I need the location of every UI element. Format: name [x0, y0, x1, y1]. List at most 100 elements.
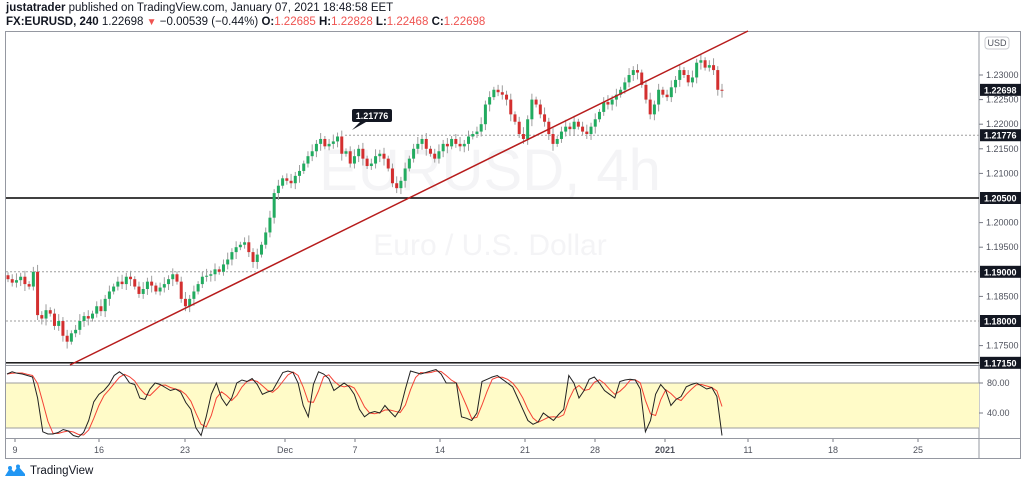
annotation-label: 1.21776 — [356, 111, 389, 121]
price-tick-label: 1.20000 — [986, 218, 1019, 228]
candle-up — [441, 143, 445, 152]
stoch-k-line — [6, 368, 723, 438]
close-label: C: — [431, 15, 444, 28]
candle-down — [247, 242, 251, 253]
candle-up — [319, 138, 323, 144]
candle-up — [344, 151, 348, 154]
last-price: 1.22698 — [101, 15, 144, 28]
candle-up — [699, 60, 703, 63]
watermark-description: Euro / U.S. Dollar — [373, 229, 606, 262]
candle-down — [534, 99, 538, 105]
candle-up — [82, 316, 86, 321]
price-change: −0.00539 (−0.44%) — [159, 15, 259, 28]
candle-down — [65, 335, 69, 342]
low-value: 1.22468 — [386, 15, 429, 28]
candle-up — [564, 126, 568, 132]
candle-up — [107, 291, 111, 299]
price-tick-label: 1.21000 — [986, 168, 1019, 178]
candle-up — [412, 148, 416, 159]
candle-up — [14, 280, 18, 283]
candle-up — [124, 276, 128, 285]
candle-down — [382, 153, 386, 159]
candle-down — [48, 310, 52, 314]
candle-down — [513, 114, 517, 122]
candle-up — [95, 306, 99, 314]
candle-up — [327, 143, 331, 147]
candle-down — [686, 75, 690, 83]
candle-up — [188, 298, 192, 307]
trendline — [69, 30, 749, 366]
time-tick-label: 14 — [435, 445, 445, 455]
candle-up — [213, 269, 217, 275]
candle-up — [200, 276, 204, 285]
candle-down — [716, 70, 720, 90]
candle-up — [462, 143, 466, 147]
candle-up — [399, 180, 403, 189]
candle-up — [695, 62, 699, 78]
candle-up — [475, 131, 479, 135]
tradingview-brand[interactable]: TradingView — [30, 464, 94, 477]
candle-down — [183, 298, 187, 307]
candle-up — [234, 247, 238, 253]
candle-down — [682, 70, 686, 75]
close-value: 1.22698 — [443, 15, 486, 28]
candle-up — [488, 97, 492, 105]
candle-up — [619, 89, 623, 95]
candle-down — [10, 279, 14, 283]
price-tick-label: 1.19500 — [986, 242, 1019, 252]
candle-down — [133, 279, 137, 287]
currency-label: USD — [987, 38, 1007, 48]
publisher-name[interactable]: justatrader — [6, 2, 66, 14]
candle-down — [636, 70, 640, 73]
candle-up — [602, 102, 606, 112]
candle-down — [217, 269, 221, 272]
candle-up — [310, 151, 314, 157]
candle-down — [606, 102, 610, 105]
price-label-horizontal-ray: 1.18000 — [984, 317, 1017, 327]
candle-down — [154, 285, 158, 292]
ohlc-line: FX:EURUSD, 240 1.22698 ▼ −0.00539 (−0.44… — [6, 16, 485, 30]
candle-up — [112, 286, 116, 292]
candle-up — [192, 291, 196, 299]
time-tick-label: 2021 — [655, 445, 675, 455]
time-tick-label: Dec — [277, 445, 294, 455]
candle-down — [361, 148, 365, 159]
candle-up — [420, 138, 424, 144]
candle-up — [374, 156, 378, 164]
candle-down — [6, 275, 10, 280]
stoch-d-line — [6, 370, 723, 436]
candle-up — [555, 138, 559, 144]
candle-up — [572, 121, 576, 130]
candle-down — [120, 281, 124, 285]
candle-down — [348, 151, 352, 164]
candle-up — [209, 274, 213, 276]
candle-up — [357, 148, 361, 157]
high-value: 1.22828 — [331, 15, 373, 28]
high-label: H: — [319, 15, 332, 28]
candle-down — [323, 138, 327, 147]
candle-down — [703, 60, 707, 68]
candle-down — [137, 286, 141, 294]
price-label-box — [980, 83, 1021, 96]
candle-down — [99, 306, 103, 312]
candle-up — [690, 77, 694, 83]
candle-up — [69, 333, 73, 342]
candle-up — [674, 79, 678, 88]
candle-down — [179, 281, 183, 299]
candle-down — [129, 276, 133, 280]
candle-up — [281, 178, 285, 186]
open-label: O: — [261, 15, 275, 28]
stoch-band — [6, 383, 979, 428]
candle-down — [547, 121, 551, 135]
candle-up — [268, 217, 272, 233]
candle-up — [44, 310, 48, 319]
candle-up — [589, 126, 593, 135]
candle-down — [395, 183, 399, 189]
candle-down — [644, 84, 648, 100]
candle-down — [505, 94, 509, 100]
candle-up — [264, 232, 268, 245]
candle-down — [445, 143, 449, 147]
candle-up — [103, 298, 107, 312]
candle-up — [205, 275, 209, 277]
